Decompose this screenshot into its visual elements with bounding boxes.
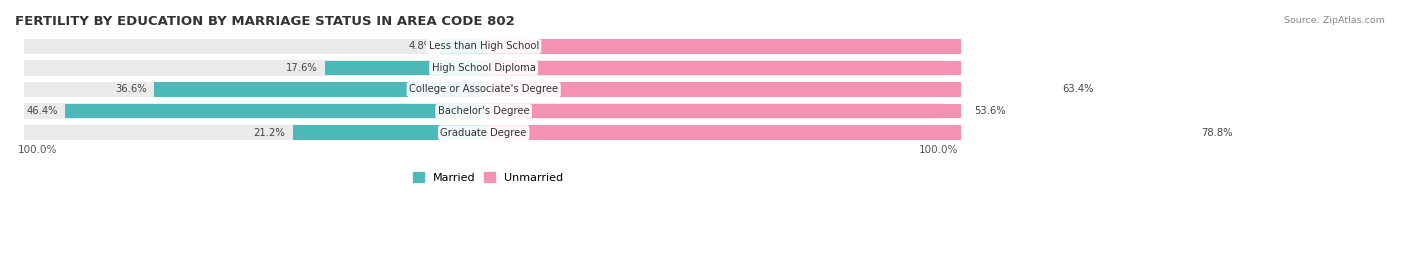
- Bar: [24, 103, 943, 119]
- Bar: [24, 82, 943, 97]
- Text: 17.6%: 17.6%: [285, 63, 318, 73]
- Bar: [24, 60, 943, 76]
- Legend: Married, Unmarried: Married, Unmarried: [408, 168, 568, 187]
- Bar: [24, 125, 943, 140]
- Text: Graduate Degree: Graduate Degree: [440, 128, 527, 138]
- Bar: [24, 38, 943, 54]
- Text: FERTILITY BY EDUCATION BY MARRIAGE STATUS IN AREA CODE 802: FERTILITY BY EDUCATION BY MARRIAGE STATU…: [15, 15, 515, 28]
- Bar: [484, 125, 1194, 140]
- Text: Source: ZipAtlas.com: Source: ZipAtlas.com: [1284, 16, 1385, 25]
- Text: 36.6%: 36.6%: [115, 84, 146, 94]
- Bar: [484, 39, 1341, 54]
- Bar: [66, 104, 484, 118]
- Text: 53.6%: 53.6%: [974, 106, 1005, 116]
- Bar: [153, 82, 484, 97]
- Text: 21.2%: 21.2%: [253, 128, 285, 138]
- Bar: [484, 61, 1226, 75]
- Bar: [292, 125, 484, 140]
- Text: 100.0%: 100.0%: [18, 145, 58, 155]
- Bar: [484, 82, 1054, 97]
- Text: 100.0%: 100.0%: [920, 145, 959, 155]
- Bar: [325, 61, 484, 75]
- Text: 95.2%: 95.2%: [1303, 41, 1334, 51]
- Text: College or Associate's Degree: College or Associate's Degree: [409, 84, 558, 94]
- Text: 46.4%: 46.4%: [27, 106, 58, 116]
- Text: 4.8%: 4.8%: [408, 41, 433, 51]
- Text: Less than High School: Less than High School: [429, 41, 538, 51]
- Text: 78.8%: 78.8%: [1201, 128, 1233, 138]
- Bar: [484, 104, 967, 118]
- Text: Bachelor's Degree: Bachelor's Degree: [437, 106, 530, 116]
- Bar: [440, 39, 484, 54]
- Text: 82.4%: 82.4%: [1188, 63, 1219, 73]
- Text: High School Diploma: High School Diploma: [432, 63, 536, 73]
- Text: 63.4%: 63.4%: [1063, 84, 1094, 94]
